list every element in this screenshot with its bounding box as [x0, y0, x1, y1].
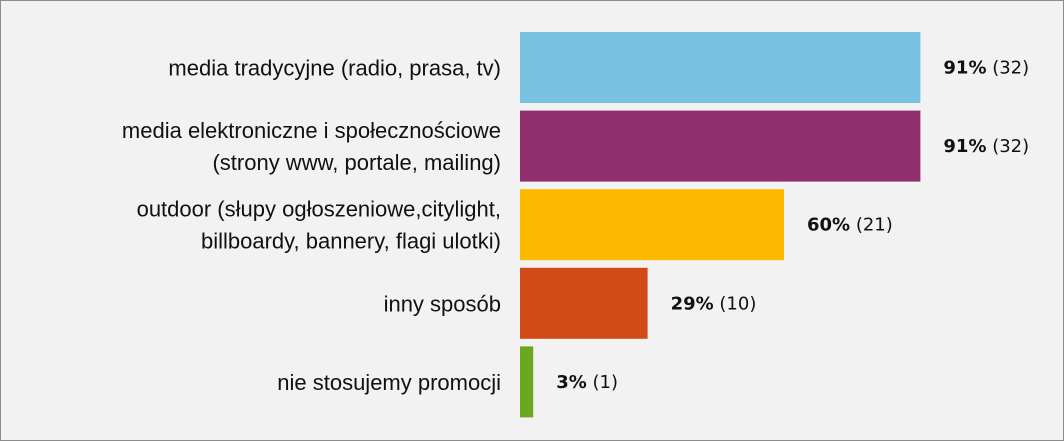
category-label-line: nie stosujemy promocji [277, 370, 501, 395]
bar-1 [520, 110, 921, 182]
category-label-1: media elektroniczne i społecznościowe (st… [122, 118, 501, 175]
category-label-4: nie stosujemy promocji [277, 370, 501, 395]
bar-3 [520, 267, 648, 339]
category-label-0: media tradycyjne (radio, prasa, tv) [168, 56, 501, 81]
category-label-line: inny sposób [384, 291, 501, 316]
category-label-line: media elektroniczne i społecznościowe [122, 118, 501, 143]
count-label: (32) [986, 58, 1029, 79]
category-label-line: outdoor (słupy ogłoszeniowe,citylight, [137, 197, 501, 222]
count-label: (10) [714, 293, 757, 314]
percent-label: 29% [671, 293, 714, 314]
data-label-3: 29% (10) [671, 293, 757, 314]
category-label-line: media tradycyjne (radio, prasa, tv) [168, 56, 501, 81]
category-label-2: outdoor (słupy ogłoszeniowe,citylight, bi… [137, 197, 501, 254]
bar-2 [520, 189, 784, 261]
bar-4 [520, 346, 534, 418]
data-label-2: 60% (21) [807, 215, 893, 236]
count-label: (1) [587, 372, 618, 393]
percent-label: 60% [807, 215, 850, 236]
category-label-3: inny sposób [384, 291, 501, 316]
count-label: (32) [986, 136, 1029, 157]
percent-label: 91% [943, 58, 986, 79]
category-label-line: billboardy, bannery, flagi ulotki) [201, 229, 501, 254]
data-label-4: 3% (1) [556, 372, 618, 393]
data-label-0: 91% (32) [943, 58, 1029, 79]
count-label: (21) [850, 215, 893, 236]
percent-label: 91% [943, 136, 986, 157]
percent-label: 3% [556, 372, 587, 393]
bar-0 [520, 32, 921, 103]
data-label-1: 91% (32) [943, 136, 1029, 157]
category-label-line: (strony www, portale, mailing) [212, 150, 501, 175]
